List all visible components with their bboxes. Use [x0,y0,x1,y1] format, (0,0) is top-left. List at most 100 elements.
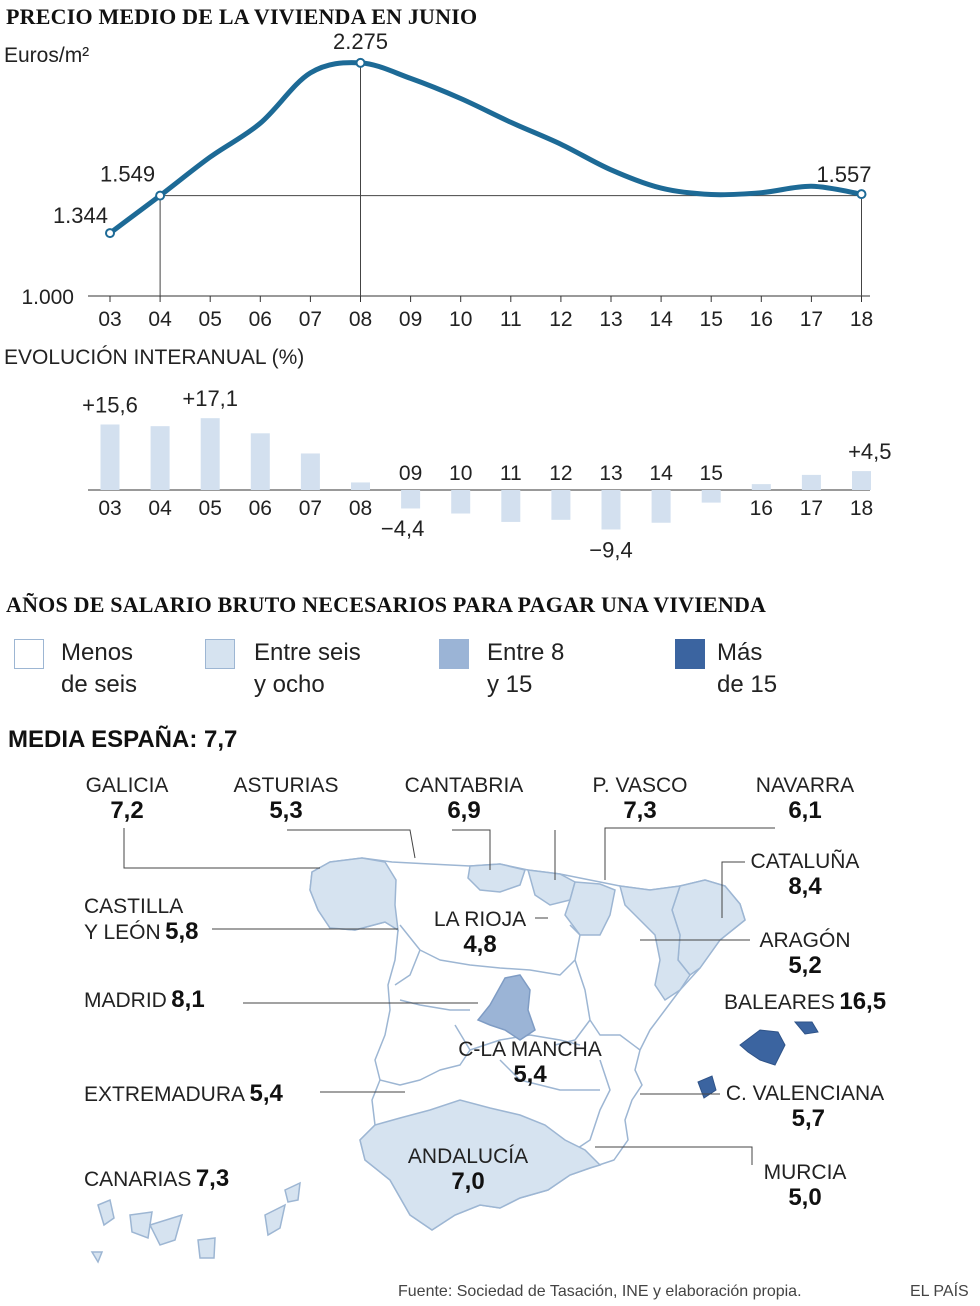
bar [551,490,571,520]
bar-category-label: 07 [299,497,322,520]
data-label: 2.275 [333,29,388,54]
label-castilla-la-mancha: C-LA MANCHA 5,4 [458,1038,602,1088]
map-region-andalucia [359,1099,602,1231]
label-pvasco: P. VASCO 7,3 [592,774,688,824]
bar [751,484,771,490]
x-tick-label: 07 [299,308,322,331]
map-region-cantabria [467,863,526,893]
bar-category-label: 03 [98,497,121,520]
spain-map [90,827,819,1264]
data-point [856,189,867,200]
map-region-madrid [476,974,536,1041]
x-tick-label: 12 [549,308,572,331]
bar-category-label: 17 [800,497,823,520]
label-la-rioja: LA RIOJA 4,8 [433,908,527,958]
legend-label-six-to-eight: Entre seis y ocho [254,639,361,698]
x-tick-label: 13 [599,308,622,331]
bar-value-label: −4,4 [381,516,424,541]
brand-logo-text: EL PAÍS [910,1283,969,1300]
label-andalucia: ANDALUCÍA 7,0 [407,1145,529,1195]
label-cantabria: CANTABRIA 6,9 [404,774,524,824]
bar [501,490,521,522]
bar [601,490,621,530]
map-region-ibiza [697,1075,717,1099]
bar-category-label: 13 [599,462,622,485]
x-tick-label: 03 [98,308,121,331]
map-region-galicia [309,857,399,932]
x-tick-label: 09 [399,308,422,331]
bar [451,490,471,514]
data-point [155,190,166,201]
data-label: 1.549 [100,162,155,187]
bar-category-label: 11 [500,462,522,485]
bar-category-label: 05 [199,497,222,520]
y-axis-tick-label: 1.000 [21,286,74,309]
legend-swatch-eight-to-fifteen [439,639,469,669]
label-asturias: ASTURIAS 5,3 [233,774,339,824]
bar [401,490,421,509]
x-tick-label: 04 [148,308,172,331]
x-tick-label: 11 [500,308,522,331]
bar [351,482,370,490]
x-tick-label: 16 [750,308,773,331]
x-tick-label: 17 [800,308,823,331]
map-region-cataluna [671,879,746,977]
chart-title-price: PRECIO MEDIO DE LA VIVIENDA EN JUNIO [6,4,478,29]
label-madrid: MADRID 8,1 [84,986,205,1013]
label-cataluna: CATALUÑA 8,4 [750,850,860,900]
bar-category-label: 04 [148,497,172,520]
bar [150,426,170,490]
price-series-line [107,60,864,236]
bar-category-label: 14 [649,462,673,485]
x-tick-label: 05 [199,308,222,331]
bar [651,490,671,523]
annual-change-bar-chart: 03 04 05 06 07 08 09 10 11 12 13 14 15 16 17 18 +15,6 +17… [82,386,891,562]
bar [300,453,320,490]
bar-value-label: −9,4 [589,537,632,562]
data-label: 1.557 [816,162,871,187]
legend-swatch-over-fifteen [675,639,705,669]
price-line-chart: 1.000 03 04 05 06 07 08 09 10 11 12 13 14 15 16 17 18 1.3… [21,29,873,331]
bar [852,471,871,490]
legend-label-under-six: Menos de seis [61,639,138,698]
bar-category-label: 10 [449,462,472,485]
label-murcia: MURCIA 5,0 [763,1161,847,1211]
bar-category-label: 12 [549,462,572,485]
bar [100,424,120,490]
legend-swatch-under-six [14,639,44,669]
bar-category-label: 16 [750,497,773,520]
chart-title-salary-years: AÑOS DE SALARIO BRUTO NECESARIOS PARA PA… [6,592,767,617]
bar-category-label: 15 [700,462,723,485]
map-region-menorca [793,1021,819,1035]
source-note: Fuente: Sociedad de Tasación, INE y elab… [398,1283,802,1300]
x-tick-label: 10 [449,308,472,331]
label-canarias: CANARIAS 7,3 [84,1165,230,1192]
x-tick-label: 14 [649,308,673,331]
bar [801,474,821,490]
label-galicia: GALICIA 7,2 [85,774,169,824]
bar-category-label: 09 [399,462,422,485]
label-c-valenciana: C. VALENCIANA 5,7 [725,1082,885,1132]
bar [200,418,220,490]
bar [250,433,270,490]
bar-category-label: 18 [850,497,873,520]
map-region-navarra [564,881,616,936]
bar-value-label: +4,5 [848,439,891,464]
x-tick-label: 15 [700,308,723,331]
label-baleares: BALEARES 16,5 [724,988,887,1015]
spain-average: MEDIA ESPAÑA: 7,7 [8,726,238,753]
label-castilla-y-leon: CASTILLA Y LEÓN 5,8 [84,895,199,945]
bar-value-label: +15,6 [82,392,138,417]
map-region-aragon [618,885,691,1002]
map-leader-lines [123,827,775,1165]
chart-title-annual-change: EVOLUCIÓN INTERANUAL (%) [4,346,305,369]
legend-label-over-fifteen: Más de 15 [717,639,778,698]
data-label: 1.344 [53,203,108,228]
map-region-canarias [90,1181,301,1264]
label-extremadura: EXTREMADURA 5,4 [84,1080,283,1107]
label-navarra: NAVARRA 6,1 [755,774,855,824]
data-point [355,57,366,68]
map-region-baleares [739,1029,786,1066]
legend-swatch-six-to-eight [205,639,235,669]
